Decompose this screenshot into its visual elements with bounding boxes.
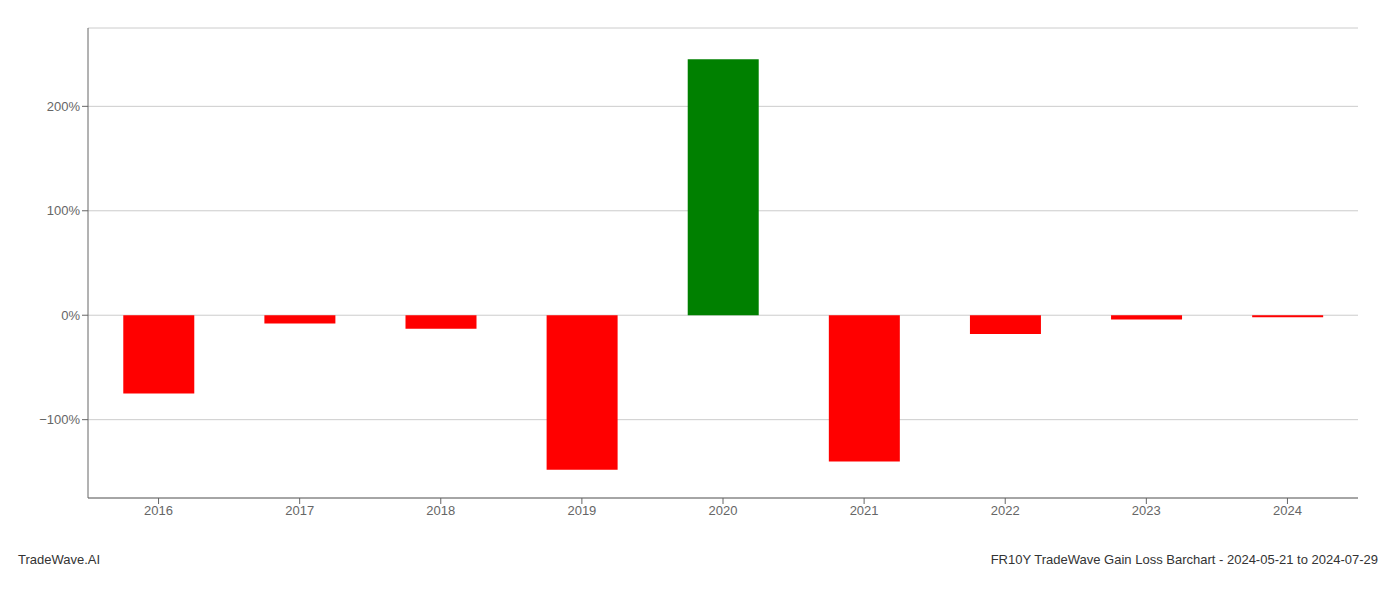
svg-text:2020: 2020 bbox=[709, 503, 738, 518]
svg-text:0%: 0% bbox=[61, 308, 80, 323]
svg-text:2017: 2017 bbox=[285, 503, 314, 518]
svg-text:2024: 2024 bbox=[1273, 503, 1302, 518]
html-text:FR10Y TradeWave Gain Loss Barc: FR10Y TradeWave Gain Loss Barchart - 202… bbox=[990, 552, 1378, 567]
svg-text:2021: 2021 bbox=[850, 503, 879, 518]
svg-text:2019: 2019 bbox=[567, 503, 596, 518]
html-text:TradeWave.AI: TradeWave.AI bbox=[18, 552, 101, 567]
svg-text:2023: 2023 bbox=[1132, 503, 1161, 518]
svg-text:2018: 2018 bbox=[426, 503, 455, 518]
svg-text:200%: 200% bbox=[47, 99, 81, 114]
svg-text:−100%: −100% bbox=[39, 412, 80, 427]
svg-text:2016: 2016 bbox=[144, 503, 173, 518]
svg-text:2022: 2022 bbox=[991, 503, 1020, 518]
svg-text:100%: 100% bbox=[47, 203, 81, 218]
